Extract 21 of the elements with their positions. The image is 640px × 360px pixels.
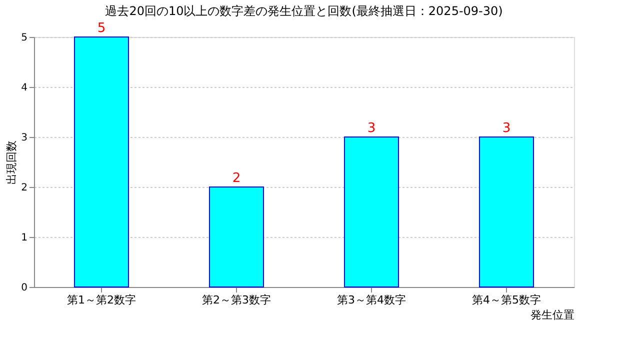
bar (479, 136, 534, 288)
y-tick-label: 3 (21, 132, 28, 144)
y-tick-label: 1 (21, 232, 28, 244)
x-tick-label: 第2～第3数字 (202, 294, 271, 306)
bar (74, 36, 129, 288)
bar (344, 136, 399, 288)
y-axis-title: 出現回数 (5, 140, 18, 184)
data-label: 2 (232, 171, 241, 186)
x-tick-label: 第4～第5数字 (472, 294, 541, 306)
chart-title: 過去20回の10以上の数字差の発生位置と回数(最終抽選日：2025-09-30) (105, 4, 503, 18)
y-tick-label: 5 (21, 32, 28, 44)
y-tick-label: 2 (21, 182, 28, 194)
y-tick-label: 4 (21, 82, 28, 94)
bar (209, 186, 264, 288)
x-tick-label: 第1～第2数字 (67, 294, 136, 306)
y-tick-label: 0 (21, 282, 28, 294)
data-label: 5 (97, 21, 106, 36)
data-label: 3 (502, 121, 511, 136)
data-label: 3 (367, 121, 376, 136)
x-axis-title: 発生位置 (530, 308, 574, 322)
x-tick-label: 第3～第4数字 (337, 294, 406, 306)
